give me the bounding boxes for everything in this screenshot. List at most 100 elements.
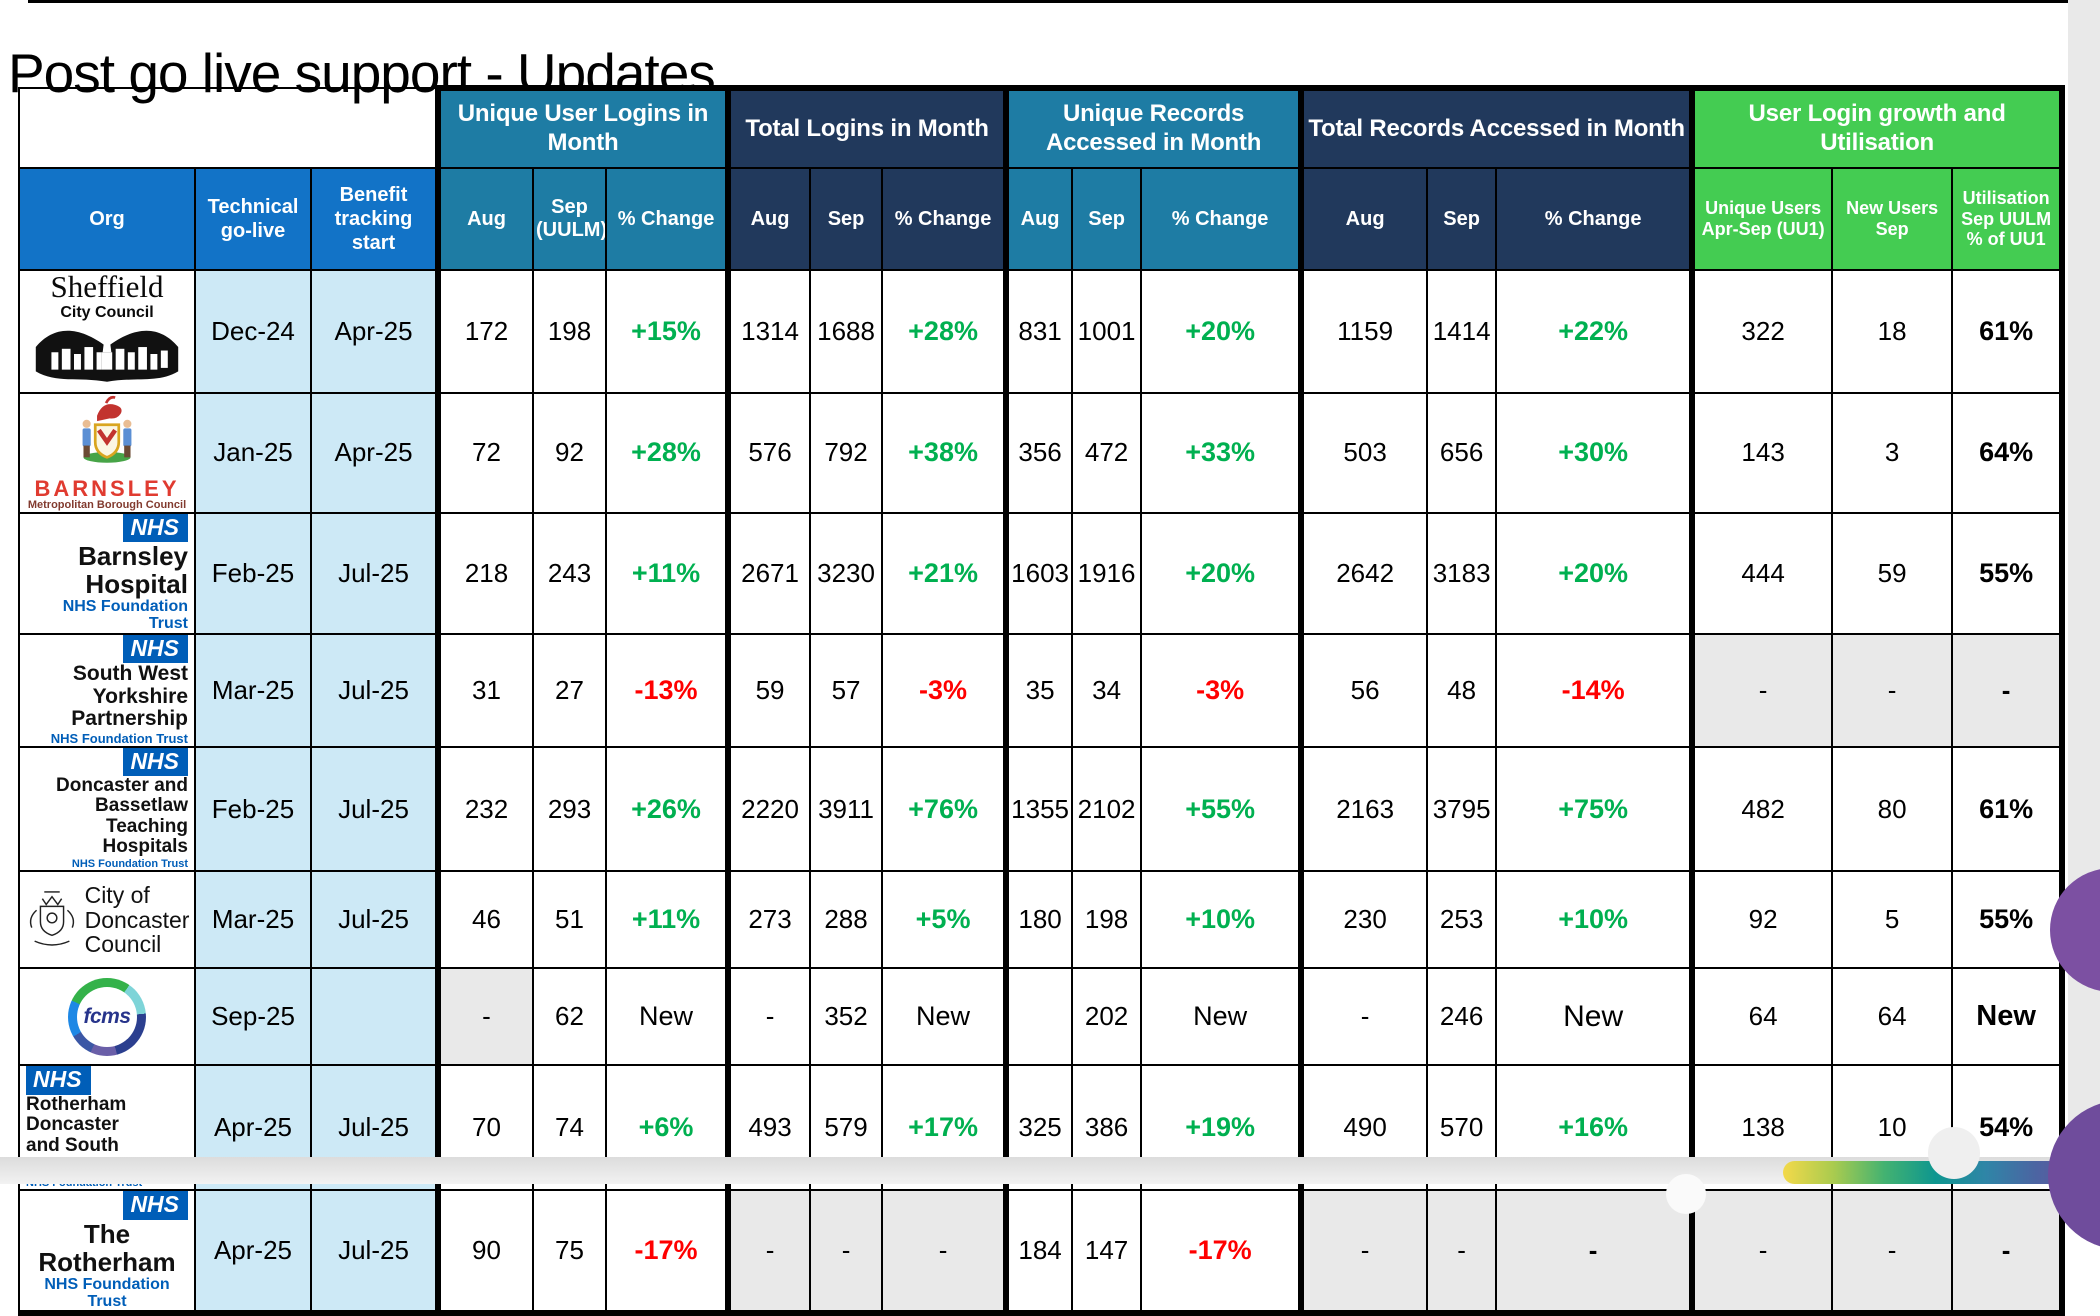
no-data-cell: - xyxy=(1951,1189,2066,1316)
metric-cell: 35 xyxy=(1005,632,1074,748)
summary-table: Unique User Logins in Month Total Logins … xyxy=(17,85,2066,1316)
metric-cell: 1916 xyxy=(1071,511,1143,635)
table-row: NHS South West Yorkshire Partnership NHS Fo… xyxy=(18,632,2066,748)
metric-cell: 253 xyxy=(1426,870,1498,970)
pct-change-cell: -3% xyxy=(881,632,1010,748)
org-name: Barnsley Hospital xyxy=(21,540,193,599)
subheader-0-1: Sep (UULM) xyxy=(532,167,608,271)
left-header-0: Org xyxy=(18,167,196,271)
metric-cell: 202 xyxy=(1071,967,1143,1067)
nhs-logo-line: NHS xyxy=(21,1192,193,1220)
technical-go-live-cell: Apr-25 xyxy=(194,1189,312,1316)
metric-cell: 1001 xyxy=(1071,268,1143,395)
bottom-band xyxy=(0,1157,2068,1184)
org-cell: NHS Doncaster and Bassetlaw Teaching Hospi… xyxy=(18,745,196,873)
org-cell: NHS Barnsley Hospital NHS Foundation Trust xyxy=(18,511,196,635)
pct-change-cell: +11% xyxy=(605,511,732,635)
org-name-line: Council xyxy=(84,931,162,958)
subheader-2-0: Aug xyxy=(1005,167,1074,271)
org-cell: City of Doncaster Council xyxy=(18,870,196,970)
ribbon-pinch-decoration xyxy=(1928,1127,1980,1179)
barnsley-crest-icon xyxy=(82,396,132,463)
nhs-logo: NHS xyxy=(123,514,188,542)
table-row: NHS Barnsley Hospital NHS Foundation Trust… xyxy=(18,511,2066,635)
table-row: Sheffield City Council Dec-24 Apr-25 172 198 +… xyxy=(18,268,2066,395)
benefit-tracking-start-cell: Jul-25 xyxy=(309,745,440,873)
benefit-tracking-start-cell xyxy=(309,967,440,1067)
table-row: fcms Sep-25-62 New -352 New 202 New -246 New 64 64… xyxy=(18,967,2066,1067)
technical-go-live-cell: Dec-24 xyxy=(194,268,312,395)
org-cell: BARNSLEY Metropolitan Borough Council xyxy=(18,392,196,514)
table-row: NHS Doncaster and Bassetlaw Teaching Hospi… xyxy=(18,745,2066,873)
metric-cell: 92 xyxy=(1691,870,1834,970)
org-name-line: City of xyxy=(84,881,150,908)
benefit-tracking-start-cell: Apr-25 xyxy=(309,392,440,514)
no-data-cell: - xyxy=(1831,632,1954,748)
metric-cell: 59 xyxy=(1831,511,1954,635)
new-flag-cell: New xyxy=(1951,967,2066,1067)
pct-change-cell: +76% xyxy=(881,745,1010,873)
metric-cell: 34 xyxy=(1071,632,1143,748)
pct-change-cell: +26% xyxy=(605,745,732,873)
org-name-line: Rotherham Doncaster xyxy=(26,1093,127,1136)
pct-change-cell: +20% xyxy=(1140,511,1305,635)
utilisation-cell: 61% xyxy=(1951,745,2066,873)
metric-cell: 184 xyxy=(1005,1189,1074,1316)
org-name-line: Barnsley Hospital xyxy=(78,540,188,599)
nhs-logo: NHS xyxy=(123,635,188,663)
subheader-row: Org Technical go-live Benefit tracking sta… xyxy=(18,167,2066,271)
metric-cell: 3 xyxy=(1831,392,1954,514)
metric-cell: 90 xyxy=(435,1189,535,1316)
pct-change-cell: +5% xyxy=(881,870,1010,970)
benefit-tracking-start-cell: Apr-25 xyxy=(309,268,440,395)
metric-cell: 1314 xyxy=(727,268,812,395)
no-data-cell: - xyxy=(1831,1189,1954,1316)
group-header-2: Unique Records Accessed in Month xyxy=(1005,85,1305,169)
metric-cell: 80 xyxy=(1831,745,1954,873)
metric-cell: 57 xyxy=(809,632,884,748)
benefit-tracking-start-cell: Jul-25 xyxy=(309,632,440,748)
doncaster-crest-icon xyxy=(25,885,79,954)
no-data-cell: - xyxy=(435,967,535,1067)
pct-change-cell: +20% xyxy=(1495,511,1696,635)
metric-cell: 232 xyxy=(435,745,535,873)
metric-cell: 75 xyxy=(532,1189,608,1316)
metric-cell: 246 xyxy=(1426,967,1498,1067)
metric-cell: 218 xyxy=(435,511,535,635)
fcms-logo-icon: fcms xyxy=(68,977,146,1056)
org-subtitle: NHS Foundation Trust xyxy=(50,730,188,746)
org-fcms: fcms xyxy=(21,977,193,1056)
metric-cell: 72 xyxy=(435,392,535,514)
no-data-cell: - xyxy=(809,1189,884,1316)
metric-cell: 322 xyxy=(1691,268,1834,395)
table-row: NHS The Rotherham NHS Foundation Trust Apr-… xyxy=(18,1189,2066,1316)
technical-go-live-cell: Feb-25 xyxy=(194,745,312,873)
metric-cell: 198 xyxy=(1071,870,1143,970)
org-name-line: Doncaster xyxy=(84,906,190,933)
org-cell: Sheffield City Council xyxy=(18,268,196,395)
barnsley-crest-icon xyxy=(76,395,138,475)
subheader-1-2: % Change xyxy=(881,167,1010,271)
technical-go-live-cell: Mar-25 xyxy=(194,870,312,970)
metric-cell: 59 xyxy=(727,632,812,748)
metric-cell: 3183 xyxy=(1426,511,1498,635)
org-cell: fcms xyxy=(18,967,196,1067)
pct-change-cell: +55% xyxy=(1140,745,1305,873)
metric-cell: 2642 xyxy=(1300,511,1429,635)
metric-cell: 143 xyxy=(1691,392,1834,514)
metric-cell: 1159 xyxy=(1300,268,1429,395)
right-gutter xyxy=(2068,0,2100,1184)
org-doncaster: City of Doncaster Council xyxy=(21,881,193,958)
pct-change-cell: +22% xyxy=(1495,268,1696,395)
org-cell: NHS The Rotherham NHS Foundation Trust xyxy=(18,1189,196,1316)
metric-cell: 792 xyxy=(809,392,884,514)
org-name: City of Doncaster Council xyxy=(84,881,190,958)
fcms-logo-text: fcms xyxy=(77,986,137,1047)
pct-change-cell: +20% xyxy=(1140,268,1305,395)
no-data-cell: - xyxy=(1691,1189,1834,1316)
metric-cell: 18 xyxy=(1831,268,1954,395)
org-name: BARNSLEY xyxy=(34,475,180,501)
org-cell: NHS South West Yorkshire Partnership NHS Fo… xyxy=(18,632,196,748)
subheader-3-2: % Change xyxy=(1495,167,1696,271)
nhs-logo: NHS xyxy=(123,748,188,776)
